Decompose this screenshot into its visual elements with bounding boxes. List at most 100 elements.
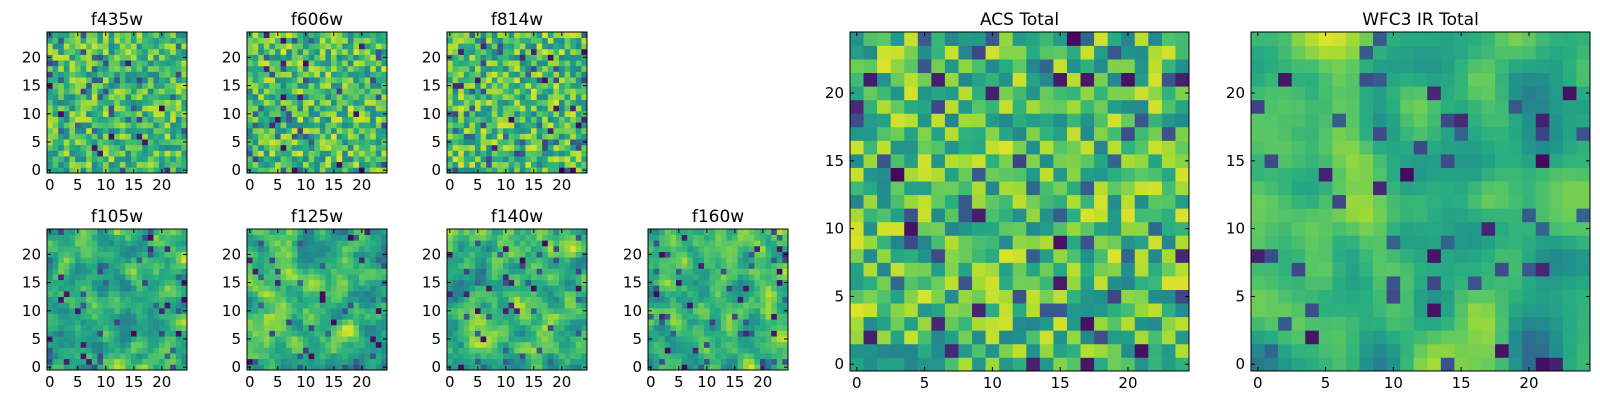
y-tick-label: 0 (31, 161, 41, 179)
heatmap-cell (181, 71, 188, 78)
heatmap-cell (564, 240, 571, 247)
heatmap-cell (536, 307, 543, 314)
heatmap-cell (676, 341, 682, 348)
heatmap-cell (469, 279, 476, 286)
heatmap-cell (86, 60, 93, 67)
heatmap-cell (676, 285, 682, 292)
heatmap-cell (119, 139, 126, 146)
heatmap-cell (917, 316, 932, 331)
heatmap-cell (999, 167, 1014, 182)
heatmap-cell (258, 37, 265, 44)
heatmap-cell (314, 251, 321, 258)
heatmap-cell (743, 324, 750, 331)
heatmap-cell (570, 54, 577, 61)
heatmap-cell (136, 353, 143, 360)
heatmap-cell (475, 71, 481, 78)
heatmap-cell (119, 71, 126, 78)
heatmap-cell (570, 133, 577, 140)
heatmap-cell (286, 347, 293, 354)
heatmap-cell (136, 257, 143, 264)
heatmap-cell (297, 364, 304, 371)
heatmap-cell (771, 291, 778, 298)
heatmap-cell (297, 161, 304, 168)
heatmap-cell (347, 60, 354, 67)
heatmap-cell (114, 279, 121, 286)
heatmap-cell (153, 302, 160, 309)
heatmap-cell (252, 245, 259, 252)
heatmap-cell (726, 291, 733, 298)
heatmap-cell (164, 229, 171, 235)
heatmap-cell (514, 319, 521, 326)
heatmap-cell (575, 251, 582, 258)
heatmap-cell (681, 274, 688, 281)
heatmap-cell (297, 88, 304, 95)
heatmap-cell (1175, 208, 1190, 223)
heatmap-cell (754, 229, 761, 235)
heatmap-cell (1053, 248, 1068, 263)
heatmap-cell (890, 262, 905, 277)
heatmap-cell (681, 262, 688, 269)
heatmap-cell (252, 229, 259, 235)
heatmap-cell (103, 336, 109, 343)
heatmap-cell (280, 364, 287, 371)
heatmap-cell (497, 43, 504, 50)
heatmap-cell (91, 234, 98, 241)
heatmap-cell (114, 105, 121, 112)
heatmap-cell (370, 94, 377, 101)
heatmap-cell (269, 285, 276, 292)
heatmap-cell (547, 37, 554, 44)
heatmap-cell (497, 65, 504, 72)
heatmap-cell (564, 279, 571, 286)
y-tick-label: 10 (222, 302, 241, 320)
heatmap-cell (153, 240, 160, 247)
heatmap-cell (542, 324, 549, 331)
heatmap-cell (263, 60, 270, 67)
heatmap-cell (275, 257, 281, 264)
heatmap-cell (581, 94, 588, 101)
heatmap-cell (1080, 248, 1095, 263)
heatmap-cell (542, 77, 549, 84)
heatmap-cell (944, 194, 959, 209)
heatmap-cell (75, 296, 81, 303)
heatmap-cell (497, 279, 504, 286)
heatmap-cell (525, 358, 532, 365)
heatmap-cell (80, 347, 87, 354)
heatmap-cell (999, 357, 1014, 372)
heatmap-cell (475, 88, 481, 95)
heatmap-cell (782, 291, 789, 298)
heatmap-cell (514, 161, 521, 168)
heatmap-cell (536, 144, 543, 151)
heatmap-cell (452, 251, 459, 258)
heatmap-cell (119, 110, 126, 117)
heatmap-cell (575, 330, 582, 337)
x-tick-label: 5 (473, 176, 483, 194)
heatmap-cell (258, 167, 265, 174)
heatmap-cell (447, 133, 453, 140)
heatmap-cell (142, 251, 149, 258)
heatmap-cell (164, 324, 171, 331)
heatmap-cell (687, 251, 694, 258)
heatmap-cell (103, 234, 109, 241)
heatmap-cell (47, 116, 53, 123)
heatmap-cell (381, 77, 388, 84)
heatmap-cell (52, 353, 59, 360)
heatmap-cell (503, 48, 509, 55)
heatmap-cell (508, 43, 515, 50)
heatmap-cell (325, 156, 332, 163)
heatmap-cell (353, 353, 360, 360)
heatmap-cell (86, 150, 93, 157)
heatmap-cell (297, 245, 304, 252)
heatmap-cell (69, 347, 76, 354)
heatmap-cell (370, 139, 377, 146)
heatmap-cell (698, 262, 705, 269)
heatmap-cell (1175, 181, 1190, 196)
heatmap-cell (342, 302, 349, 309)
heatmap-cell (131, 105, 137, 112)
heatmap-cell (692, 330, 699, 337)
heatmap-cell (359, 324, 365, 331)
heatmap-cell (715, 234, 722, 241)
heatmap-cell (570, 122, 577, 129)
heatmap-cell (114, 324, 121, 331)
heatmap-cell (508, 94, 515, 101)
heatmap-cell (347, 127, 354, 134)
